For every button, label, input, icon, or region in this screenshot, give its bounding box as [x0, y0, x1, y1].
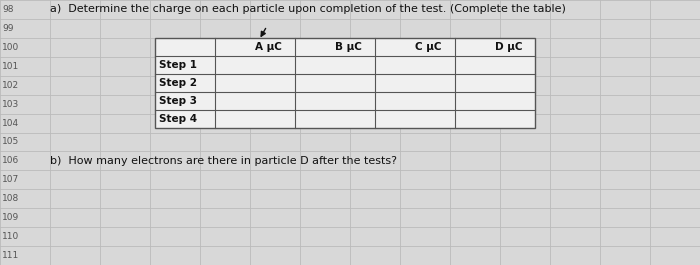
Text: A μC: A μC — [255, 42, 282, 52]
Text: D μC: D μC — [495, 42, 522, 52]
Text: 110: 110 — [2, 232, 20, 241]
Text: 108: 108 — [2, 194, 20, 203]
Text: Step 4: Step 4 — [159, 114, 197, 124]
Text: 103: 103 — [2, 100, 20, 109]
Text: 106: 106 — [2, 156, 20, 165]
Text: 109: 109 — [2, 213, 20, 222]
Text: 102: 102 — [2, 81, 19, 90]
Text: a)  Determine the charge on each particle upon completion of the test. (Complete: a) Determine the charge on each particle… — [50, 5, 566, 15]
Text: 107: 107 — [2, 175, 20, 184]
Bar — [155, 38, 535, 128]
Text: 101: 101 — [2, 62, 20, 71]
Text: Step 1: Step 1 — [159, 60, 197, 70]
Text: 105: 105 — [2, 138, 20, 147]
Text: Step 2: Step 2 — [159, 78, 197, 88]
Text: Step 3: Step 3 — [159, 96, 197, 106]
Text: 100: 100 — [2, 43, 20, 52]
Text: 104: 104 — [2, 118, 19, 127]
Text: 111: 111 — [2, 251, 20, 260]
Text: b)  How many electrons are there in particle D after the tests?: b) How many electrons are there in parti… — [50, 156, 397, 166]
Text: C μC: C μC — [415, 42, 442, 52]
Text: 98: 98 — [2, 5, 13, 14]
Text: B μC: B μC — [335, 42, 362, 52]
Text: 99: 99 — [2, 24, 13, 33]
